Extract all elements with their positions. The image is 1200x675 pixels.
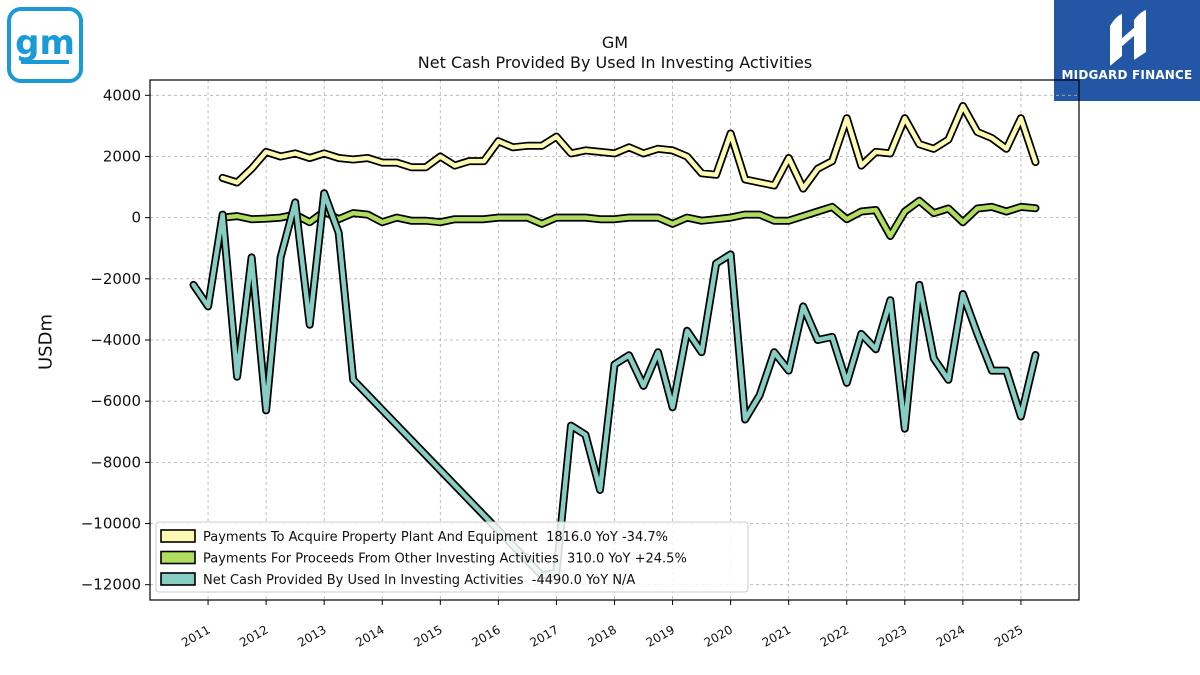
x-tick-label: 2020 <box>702 622 735 649</box>
legend-swatch-0 <box>160 529 196 543</box>
legend-swatch-2 <box>160 572 196 586</box>
y-tick-label: 0 <box>131 209 141 227</box>
chart-title: GM <box>601 33 629 52</box>
x-tick-label: 2012 <box>237 622 270 649</box>
y-tick-label: −4000 <box>90 331 141 349</box>
legend-label-1: Payments For Proceeds From Other Investi… <box>203 552 687 567</box>
x-tick-label: 2023 <box>876 622 909 649</box>
publisher-name: MIDGARD FINANCE <box>1061 68 1193 82</box>
x-tick-label: 2019 <box>644 622 677 649</box>
y-tick-label: −2000 <box>90 270 141 288</box>
legend-label-2: Net Cash Provided By Used In Investing A… <box>203 573 635 588</box>
series-line-1 <box>220 198 1038 239</box>
y-tick-label: 2000 <box>103 147 141 165</box>
x-tick-label: 2025 <box>992 622 1025 649</box>
midgard-finance-logo: MIDGARD FINANCE <box>1054 0 1200 101</box>
y-tick-label: −12000 <box>81 576 141 594</box>
x-tick-label: 2014 <box>353 622 386 649</box>
x-tick-label: 2018 <box>586 622 619 649</box>
y-tick-label: −6000 <box>90 392 141 410</box>
x-tick-label: 2016 <box>469 622 502 649</box>
y-tick-label: 4000 <box>103 86 141 104</box>
legend-box <box>155 521 749 593</box>
x-tick-label: 2013 <box>295 622 328 649</box>
legend-swatch-1 <box>160 550 196 565</box>
series-line-0 <box>220 103 1038 191</box>
gm-logo: gm <box>7 7 83 83</box>
chart-subtitle: Net Cash Provided By Used In Investing A… <box>417 53 813 72</box>
midgard-emblem-icon <box>1110 10 1146 66</box>
series-line-2 <box>191 190 1038 578</box>
x-tick-label: 2015 <box>411 622 444 649</box>
legend-label-0: Payments To Acquire Property Plant And E… <box>203 530 668 545</box>
x-tick-label: 2017 <box>527 622 560 649</box>
x-tick-label: 2022 <box>818 622 851 649</box>
y-tick-label: −10000 <box>81 515 141 533</box>
gm-logo-text: gm <box>15 23 75 63</box>
x-tick-label: 2021 <box>760 622 793 649</box>
x-tick-label: 2011 <box>179 622 212 649</box>
y-tick-label: −8000 <box>90 453 141 471</box>
legend: Payments To Acquire Property Plant And E… <box>155 521 749 593</box>
x-tick-label: 2024 <box>934 622 967 649</box>
